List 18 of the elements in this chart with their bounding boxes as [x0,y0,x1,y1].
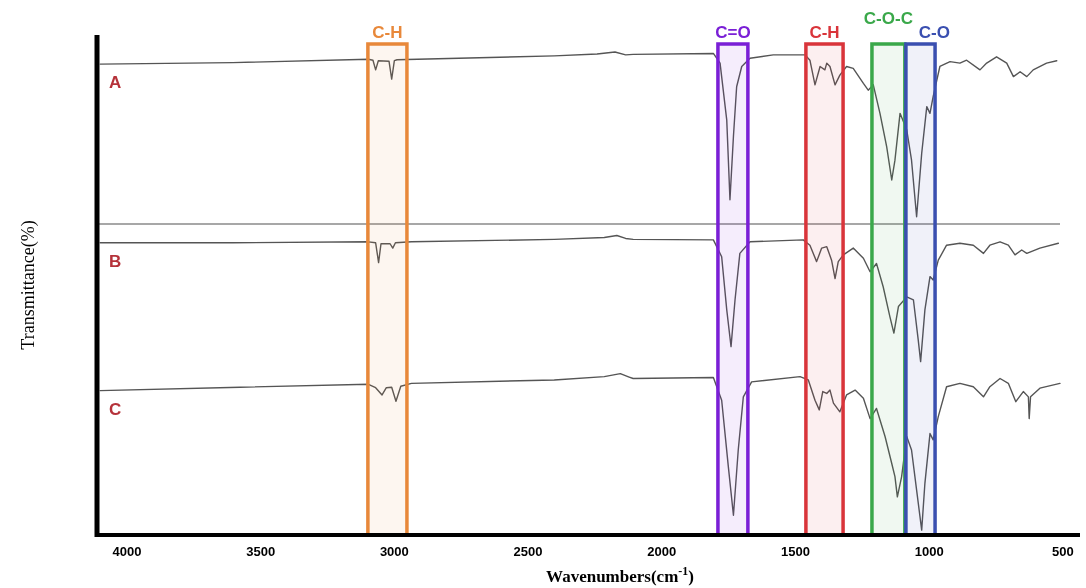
series-label: C [109,399,122,419]
band-label: C-O [918,23,950,42]
band-label: C-H [372,23,403,42]
band-label: C-O-C [863,9,913,28]
series-label: A [109,73,122,93]
y-axis-title: Transmittance(%) [18,220,39,350]
x-tick-label: 2000 [647,544,677,559]
x-tick-label: 3000 [379,544,409,559]
band-label: C=O [715,23,751,42]
x-tick-label: 1500 [781,544,810,559]
series-label: B [109,251,122,271]
x-axis-title: Wavenumbers(cm$^{-1}$) [546,564,694,586]
x-tick-label: 3500 [246,544,276,559]
x-tick-label: 500 [1052,544,1074,559]
band-label: C-H [809,23,840,42]
x-tick-label: 1000 [914,544,944,559]
x-tick-label: 4000 [112,544,142,559]
x-tick-label: 2500 [513,544,543,559]
